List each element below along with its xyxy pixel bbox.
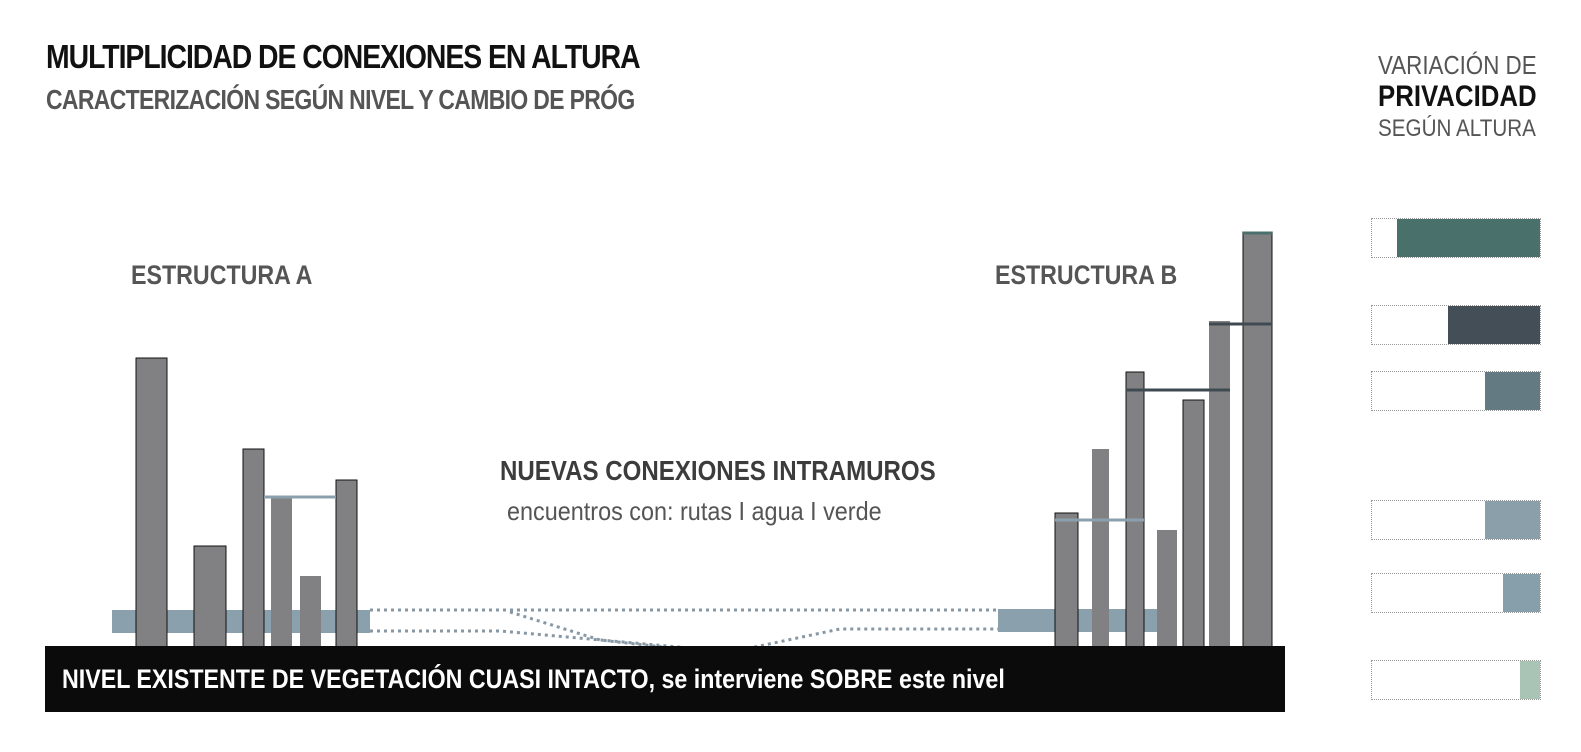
legend-bar-3 [1371,371,1541,411]
structure-b-label: ESTRUCTURA B [995,260,1178,290]
legend-bar-6 [1371,660,1541,700]
tower-a6 [335,479,358,659]
legend-fill-6 [1519,661,1540,699]
legend-fill-4 [1484,501,1540,539]
structure-a-label: ESTRUCTURA A [131,260,313,290]
tower-a3 [242,448,265,659]
tower-b2 [1092,449,1109,658]
tower-b4 [1157,530,1177,658]
tower-b7 [1242,231,1273,666]
legend-bar-4 [1371,500,1541,540]
legend-heading: VARIACIÓN DE PRIVACIDAD SEGÚN ALTURA [1378,50,1548,144]
structure-b-towers [1054,231,1273,674]
tower-b3 [1125,371,1145,674]
ground-level-band: NIVEL EXISTENTE DE VEGETACIÓN CUASI INTA… [45,646,1285,712]
legend-heading-line1: VARIACIÓN DE [1378,50,1537,80]
connections-title: NUEVAS CONEXIONES INTRAMUROS [500,455,936,486]
tower-a5 [300,576,321,658]
ground-level-text: NIVEL EXISTENTE DE VEGETACIÓN CUASI INTA… [62,664,1005,694]
legend-bar-5 [1371,573,1541,613]
legend-heading-line3: SEGÚN ALTURA [1378,115,1536,142]
page-subtitle: CARACTERIZACIÓN SEGÚN NIVEL Y CAMBIO DE … [46,84,635,115]
connections-subtitle: encuentros con: rutas I agua I verde [507,496,882,526]
tower-a4 [271,497,292,658]
tower-b1 [1054,512,1079,659]
page-title: MULTIPLICIDAD DE CONEXIONES EN ALTURA [46,38,641,75]
tower-a1 [135,357,168,659]
legend-fill-2 [1447,306,1540,344]
legend-fill-1 [1397,219,1540,257]
tower-b6 [1209,321,1230,658]
legend-heading-line2: PRIVACIDAD [1378,80,1537,113]
tower-a2 [193,545,227,659]
tower-b5 [1182,399,1205,659]
intramural-paths [370,608,998,652]
structure-a-towers [135,357,358,659]
legend-bar-1 [1371,218,1541,258]
legend-fill-5 [1503,574,1540,612]
legend-bar-2 [1371,305,1541,345]
legend-fill-3 [1484,372,1540,410]
